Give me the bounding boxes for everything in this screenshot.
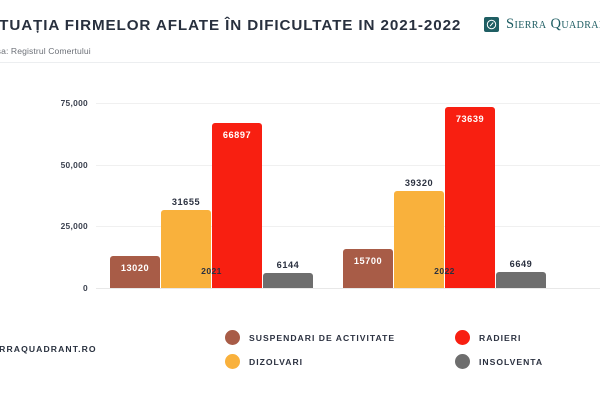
x-axis-category-label: 2022	[434, 266, 455, 276]
axis-baseline	[96, 288, 600, 289]
chart-footer: SIERRAQUADRANT.RO SUSPENDARI DE ACTIVITA…	[0, 318, 600, 400]
legend-swatch-icon	[225, 330, 240, 345]
legend-label: DIZOLVARI	[249, 356, 304, 367]
bar-value-label: 31655	[171, 197, 201, 208]
sierra-quadrant-mark-icon	[484, 17, 499, 32]
bar-value-label: 73639	[455, 113, 485, 124]
y-axis-tick-label: 25,000	[60, 221, 88, 232]
legend-item[interactable]: SUSPENDARI DE ACTIVITATE	[225, 330, 395, 345]
brand-name: Sierra Quadrant	[506, 16, 600, 32]
page-title: SITUAȚIA FIRMELOR AFLATE ÎN DIFICULTATE …	[0, 17, 462, 34]
bar[interactable]: 15700	[343, 249, 393, 288]
bar-chart: 0 25,000 50,000 75,000 13020 31655 66897 6144 2…	[0, 63, 600, 318]
bar[interactable]: 31655	[161, 197, 211, 288]
site-url: SIERRAQUADRANT.RO	[0, 344, 97, 354]
chart-header: SITUAȚIA FIRMELOR AFLATE ÎN DIFICULTATE …	[0, 0, 600, 63]
brand-logo: Sierra Quadrant	[484, 16, 600, 33]
source-subtitle: Sursa: Registrul Comertului	[0, 46, 91, 56]
legend-swatch-icon	[455, 354, 470, 369]
gridline	[96, 164, 600, 166]
bar[interactable]: 66897	[212, 123, 262, 288]
y-axis-tick-label: 0	[83, 283, 88, 293]
legend-item[interactable]: INSOLVENTA	[455, 354, 543, 369]
legend-item[interactable]: DIZOLVARI	[225, 354, 303, 369]
y-axis-tick-label: 75,000	[60, 98, 88, 109]
y-axis-tick-label: 50,000	[60, 159, 88, 170]
bar-value-label: 15700	[353, 256, 383, 267]
bar[interactable]: 6144	[263, 260, 313, 288]
x-axis-category-label: 2021	[201, 266, 222, 276]
bar[interactable]: 39320	[394, 178, 444, 288]
gridline	[96, 226, 600, 228]
bar-value-label: 13020	[120, 262, 150, 273]
bar-value-label: 6144	[276, 259, 300, 270]
legend-label: INSOLVENTA	[479, 356, 544, 367]
bar-value-label: 39320	[404, 178, 434, 189]
legend-item[interactable]: RADIERI	[455, 330, 521, 345]
bar[interactable]: 73639	[445, 106, 495, 288]
bar-value-label: 66897	[222, 130, 252, 141]
bar[interactable]: 13020	[110, 255, 160, 288]
bar-value-label: 6649	[509, 258, 533, 269]
gridline	[96, 103, 600, 105]
header-divider	[0, 62, 600, 63]
legend-label: SUSPENDARI DE ACTIVITATE	[249, 332, 396, 343]
legend-label: RADIERI	[479, 332, 522, 343]
legend-swatch-icon	[455, 330, 470, 345]
legend-swatch-icon	[225, 354, 240, 369]
bar[interactable]: 6649	[496, 259, 546, 288]
